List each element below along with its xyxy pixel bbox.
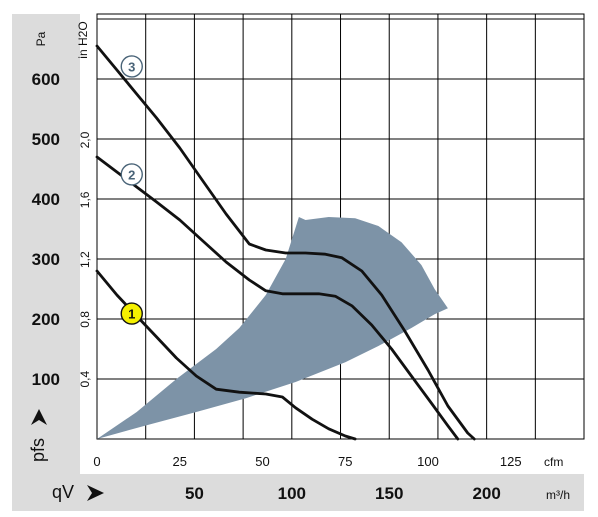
- curve-2: [95, 155, 460, 441]
- y-axis-band: [12, 14, 80, 474]
- curve-marker-3: [120, 55, 143, 78]
- plot-area: 1 2 3: [95, 13, 585, 441]
- axis-bands: [12, 14, 584, 511]
- curve-marker-label-3: 3: [128, 59, 135, 74]
- curve-marker-label-2: 2: [128, 167, 135, 182]
- x-axis-arrow-icon: [87, 485, 104, 501]
- m3h-tick-label: 50: [185, 484, 204, 503]
- operating-range-area: [97, 217, 448, 439]
- pa-tick-label: 600: [32, 70, 60, 89]
- inh2o-tick-label: 0,4: [78, 371, 92, 388]
- curve-marker-2: [120, 163, 143, 186]
- pa-tick-label: 500: [32, 130, 60, 149]
- m3h-unit-label: m³/h: [546, 488, 570, 502]
- y-axis-arrow-icon: [31, 409, 47, 425]
- cfm-tick-label: 125: [500, 454, 522, 469]
- curve-marker-1: [120, 302, 143, 325]
- pa-tick-label: 100: [32, 370, 60, 389]
- x-axis-band: [12, 474, 584, 511]
- pa-unit-label: Pa: [34, 31, 48, 46]
- y-axis-label: pfs: [28, 438, 48, 462]
- cfm-tick-label: 50: [255, 454, 269, 469]
- curve-3: [95, 44, 476, 441]
- cfm-tick-label: 100: [417, 454, 439, 469]
- inh2o-tick-label: 1,2: [78, 251, 92, 268]
- m3h-tick-label: 200: [472, 484, 500, 503]
- curve-1: [95, 269, 357, 441]
- cfm-tick-label: 25: [173, 454, 187, 469]
- cfm-tick-label: 0: [93, 454, 100, 469]
- pa-tick-label: 300: [32, 250, 60, 269]
- curve-marker-label-1: 1: [128, 307, 135, 322]
- inh2o-tick-label: 0,8: [78, 311, 92, 328]
- pa-tick-label: 200: [32, 310, 60, 329]
- pa-tick-label: 400: [32, 190, 60, 209]
- cfm-tick-label: 75: [338, 454, 352, 469]
- inh2o-unit-label: in H2O: [76, 21, 90, 58]
- m3h-tick-label: 150: [375, 484, 403, 503]
- inh2o-tick-label: 2,0: [78, 131, 92, 148]
- inh2o-tick-label: 1,6: [78, 191, 92, 208]
- m3h-tick-label: 100: [278, 484, 306, 503]
- cfm-unit-label: cfm: [544, 455, 563, 469]
- x-axis-label: qV: [52, 482, 74, 502]
